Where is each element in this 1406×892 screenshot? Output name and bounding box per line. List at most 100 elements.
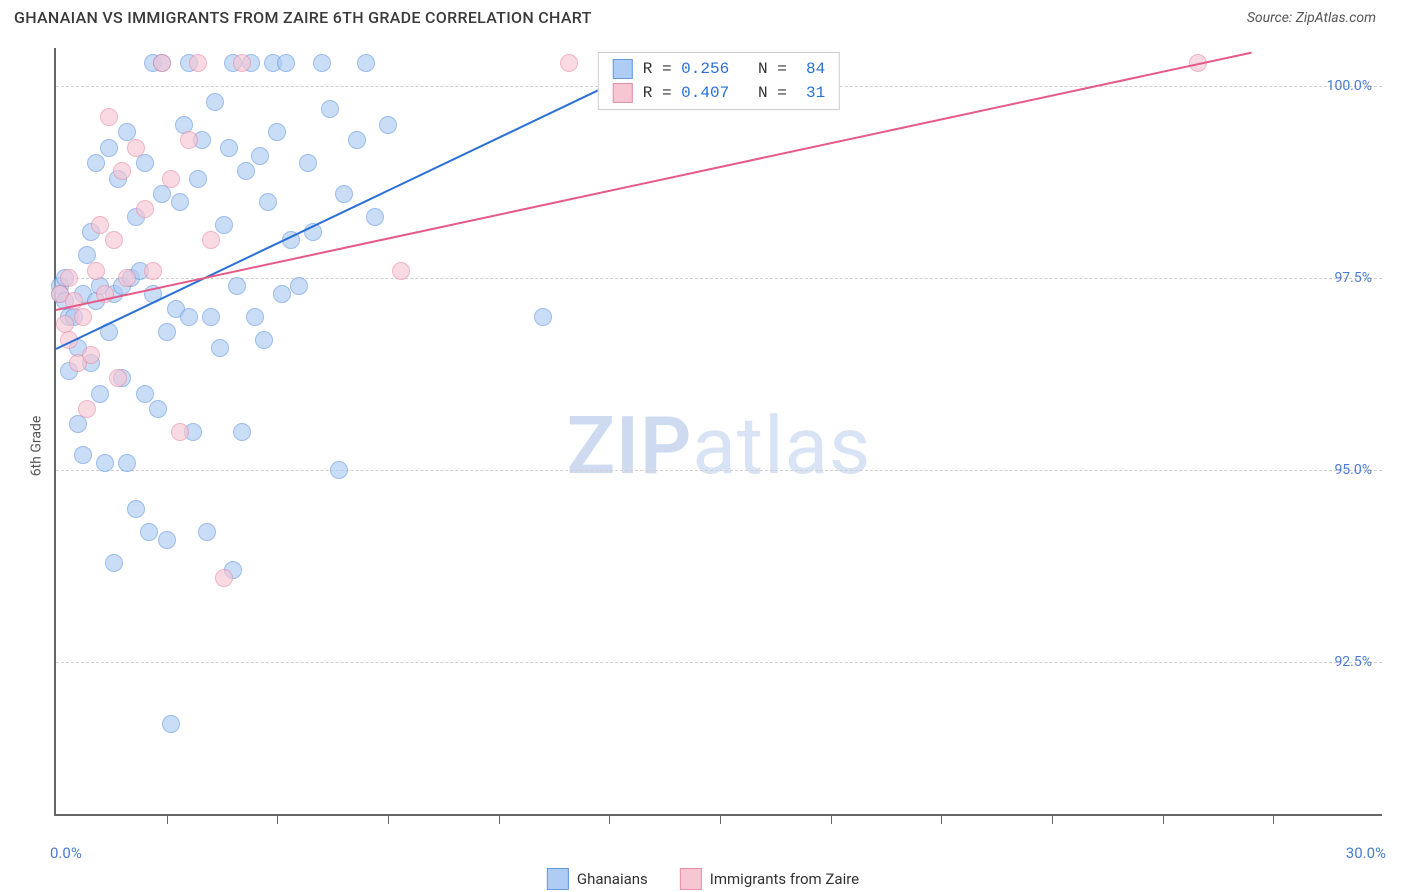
x-tick [1163, 814, 1164, 824]
scatter-point [268, 123, 286, 141]
stats-swatch-icon [613, 59, 633, 79]
scatter-point [105, 554, 123, 572]
x-tick [831, 814, 832, 824]
scatter-point [392, 262, 410, 280]
scatter-point [74, 308, 92, 326]
scatter-point [211, 339, 229, 357]
x-tick [609, 814, 610, 824]
legend-item-ghanaians: Ghanaians [547, 868, 648, 890]
scatter-point [162, 170, 180, 188]
y-tick-label: 97.5% [1334, 270, 1372, 286]
stats-row: R = 0.256 N = 84 [599, 57, 839, 81]
stats-text: R = 0.407 N = 31 [643, 84, 825, 102]
scatter-point [136, 385, 154, 403]
scatter-point [321, 100, 339, 118]
stats-swatch-icon [613, 83, 633, 103]
x-tick [499, 814, 500, 824]
scatter-point [109, 369, 127, 387]
plot-area: ZIPatlas 92.5% 95.0% 97.5% 100.0% R = 0.256 … [54, 48, 1382, 816]
scatter-point [233, 54, 251, 72]
scatter-point [113, 162, 131, 180]
scatter-point [237, 162, 255, 180]
scatter-point [91, 216, 109, 234]
y-tick-label: 100.0% [1327, 78, 1372, 94]
scatter-point [215, 569, 233, 587]
legend-item-zaire: Immigrants from Zaire [680, 868, 859, 890]
watermark: ZIPatlas [567, 399, 872, 493]
scatter-point [100, 139, 118, 157]
x-tick-label-min: 0.0% [50, 844, 82, 862]
scatter-point [246, 308, 264, 326]
scatter-point [228, 277, 246, 295]
grid-line [56, 278, 1382, 279]
scatter-point [91, 385, 109, 403]
scatter-point [78, 400, 96, 418]
bottom-legend: Ghanaians Immigrants from Zaire [547, 868, 859, 890]
scatter-point [87, 262, 105, 280]
scatter-point [357, 54, 375, 72]
grid-line [56, 470, 1382, 471]
scatter-point [158, 323, 176, 341]
chart-container: GHANAIAN VS IMMIGRANTS FROM ZAIRE 6TH GR… [0, 0, 1406, 892]
scatter-point [118, 269, 136, 287]
scatter-point [162, 715, 180, 733]
scatter-point [189, 170, 207, 188]
scatter-point [82, 346, 100, 364]
scatter-point [69, 415, 87, 433]
scatter-point [180, 308, 198, 326]
stats-box: R = 0.256 N = 84 R = 0.407 N = 31 [598, 52, 840, 110]
scatter-point [149, 400, 167, 418]
watermark-zip: ZIP [567, 399, 693, 493]
scatter-point [348, 131, 366, 149]
scatter-point [136, 200, 154, 218]
scatter-point [180, 131, 198, 149]
y-tick-label: 92.5% [1334, 654, 1372, 670]
scatter-point [127, 500, 145, 518]
scatter-point [233, 423, 251, 441]
scatter-point [379, 116, 397, 134]
scatter-point [87, 154, 105, 172]
scatter-point [335, 185, 353, 203]
stats-text: R = 0.256 N = 84 [643, 60, 825, 78]
scatter-point [118, 454, 136, 472]
scatter-point [136, 154, 154, 172]
legend-label-ghanaians: Ghanaians [577, 870, 648, 888]
scatter-point [144, 262, 162, 280]
scatter-point [259, 193, 277, 211]
watermark-atlas: atlas [692, 399, 871, 493]
scatter-point [290, 277, 308, 295]
x-tick [720, 814, 721, 824]
scatter-point [140, 523, 158, 541]
scatter-point [100, 108, 118, 126]
scatter-point [202, 308, 220, 326]
x-tick [388, 814, 389, 824]
scatter-point [105, 231, 123, 249]
x-tick [167, 814, 168, 824]
scatter-point [534, 308, 552, 326]
scatter-point [330, 461, 348, 479]
scatter-point [313, 54, 331, 72]
scatter-point [74, 446, 92, 464]
scatter-point [251, 147, 269, 165]
legend-swatch-zaire [680, 868, 702, 890]
source-label: Source: ZipAtlas.com [1247, 10, 1376, 26]
scatter-point [366, 208, 384, 226]
legend-label-zaire: Immigrants from Zaire [710, 870, 859, 888]
scatter-point [96, 454, 114, 472]
x-tick-label-max: 30.0% [1346, 844, 1386, 862]
scatter-point [255, 331, 273, 349]
x-tick [1052, 814, 1053, 824]
scatter-point [220, 139, 238, 157]
y-tick-label: 95.0% [1334, 462, 1372, 478]
scatter-point [158, 531, 176, 549]
grid-line [56, 662, 1382, 663]
scatter-point [273, 285, 291, 303]
legend-swatch-ghanaians [547, 868, 569, 890]
x-tick [1273, 814, 1274, 824]
scatter-point [171, 193, 189, 211]
stats-row: R = 0.407 N = 31 [599, 81, 839, 105]
scatter-point [189, 54, 207, 72]
scatter-point [198, 523, 216, 541]
scatter-point [215, 216, 233, 234]
scatter-point [277, 54, 295, 72]
